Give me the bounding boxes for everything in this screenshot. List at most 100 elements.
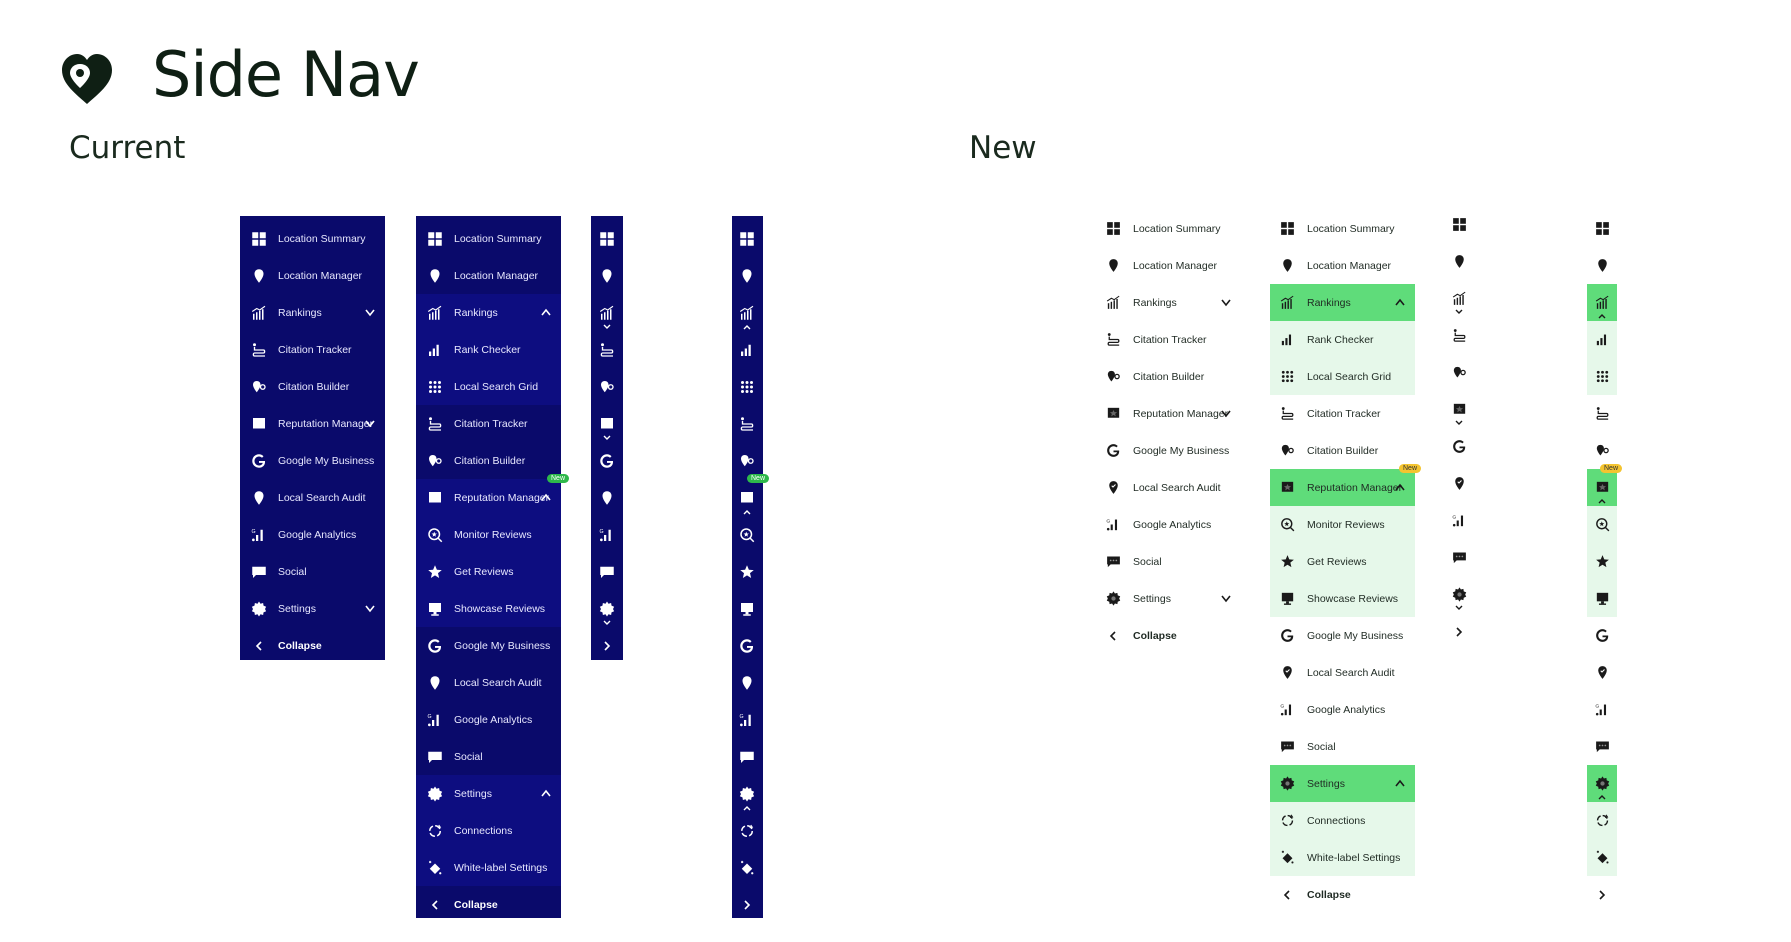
rail-item-google-my-business[interactable] [732, 627, 763, 664]
rail-item-citation-builder[interactable] [1587, 432, 1617, 469]
nav-item-white-label-settings[interactable]: White-label Settings [416, 849, 561, 886]
nav-item-local-search-audit[interactable]: Local Search Audit [1270, 654, 1415, 691]
rail-item-rankings[interactable] [1444, 280, 1474, 317]
chevron-up-icon[interactable] [539, 490, 553, 504]
rail-item-local-search-audit[interactable] [1444, 465, 1474, 502]
chevron-down-icon[interactable] [602, 619, 612, 627]
nav-item-monitor-reviews[interactable]: Monitor Reviews [416, 516, 561, 553]
nav-item-citation-builder[interactable]: Citation Builder [1270, 432, 1415, 469]
collapse-button[interactable]: Collapse [1096, 617, 1241, 654]
rail-item-white-label-settings[interactable] [1587, 839, 1617, 876]
rail-item-connections[interactable] [732, 812, 763, 849]
nav-item-reputation-manager[interactable]: Reputation Manager [240, 405, 385, 442]
rail-item-citation-builder[interactable] [1444, 354, 1474, 391]
nav-item-settings[interactable]: Settings [1270, 765, 1415, 802]
nav-item-google-analytics[interactable]: G Google Analytics [1096, 506, 1241, 543]
nav-item-local-search-audit[interactable]: Local Search Audit [240, 479, 385, 516]
chevron-down-icon[interactable] [363, 601, 377, 615]
nav-item-rankings[interactable]: Rankings [416, 294, 561, 331]
rail-item-settings[interactable] [591, 590, 623, 627]
nav-item-google-my-business[interactable]: Google My Business [240, 442, 385, 479]
chevron-down-icon[interactable] [1454, 604, 1464, 612]
chevron-up-icon[interactable] [1597, 497, 1607, 505]
nav-item-social[interactable]: Social [240, 553, 385, 590]
nav-item-google-analytics[interactable]: G Google Analytics [1270, 691, 1415, 728]
collapse-button[interactable]: Collapse [1270, 876, 1415, 913]
rail-item-citation-tracker[interactable] [1444, 317, 1474, 354]
chevron-down-icon[interactable] [1219, 406, 1233, 420]
rail-item-local-search-grid[interactable] [1587, 358, 1617, 395]
nav-item-location-summary[interactable]: Location Summary [1270, 210, 1415, 247]
nav-item-citation-tracker[interactable]: Citation Tracker [240, 331, 385, 368]
collapse-button[interactable] [591, 627, 623, 664]
rail-item-google-analytics[interactable]: G [732, 701, 763, 738]
rail-item-local-search-audit[interactable] [1587, 654, 1617, 691]
nav-item-google-analytics[interactable]: G Google Analytics [240, 516, 385, 553]
rail-item-social[interactable] [591, 553, 623, 590]
chevron-up-icon[interactable] [742, 508, 752, 516]
chevron-down-icon[interactable] [363, 416, 377, 430]
nav-item-citation-tracker[interactable]: Citation Tracker [416, 405, 561, 442]
nav-item-local-search-grid[interactable]: Local Search Grid [416, 368, 561, 405]
collapse-button[interactable] [1444, 613, 1474, 650]
nav-item-local-search-grid[interactable]: Local Search Grid [1270, 358, 1415, 395]
nav-item-google-my-business[interactable]: Google My Business [416, 627, 561, 664]
rail-item-location-manager[interactable] [732, 257, 763, 294]
nav-item-location-summary[interactable]: Location Summary [416, 220, 561, 257]
nav-item-citation-builder[interactable]: Citation Builder [1096, 358, 1241, 395]
nav-item-social[interactable]: Social [1096, 543, 1241, 580]
rail-item-showcase-reviews[interactable] [1587, 580, 1617, 617]
chevron-up-icon[interactable] [1393, 295, 1407, 309]
nav-item-rankings[interactable]: Rankings [1096, 284, 1241, 321]
rail-item-social[interactable] [1587, 728, 1617, 765]
nav-item-social[interactable]: Social [416, 738, 561, 775]
chevron-down-icon[interactable] [602, 323, 612, 331]
rail-item-google-my-business[interactable] [1444, 428, 1474, 465]
chevron-up-icon[interactable] [742, 804, 752, 812]
rail-item-settings[interactable] [732, 775, 763, 812]
nav-item-rank-checker[interactable]: Rank Checker [1270, 321, 1415, 358]
rail-item-local-search-audit[interactable] [732, 664, 763, 701]
collapse-button[interactable] [1587, 876, 1617, 913]
nav-item-location-manager[interactable]: Location Manager [1270, 247, 1415, 284]
nav-item-reputation-manager[interactable]: Reputation Manager [1270, 469, 1415, 506]
rail-item-location-manager[interactable] [1444, 243, 1474, 280]
nav-item-rank-checker[interactable]: Rank Checker [416, 331, 561, 368]
nav-item-showcase-reviews[interactable]: Showcase Reviews [1270, 580, 1415, 617]
rail-item-location-summary[interactable] [732, 220, 763, 257]
rail-item-location-manager[interactable] [1587, 247, 1617, 284]
nav-item-settings[interactable]: Settings [240, 590, 385, 627]
rail-item-google-analytics[interactable]: G [1444, 502, 1474, 539]
rail-item-citation-builder[interactable] [591, 368, 623, 405]
rail-item-google-my-business[interactable] [591, 442, 623, 479]
rail-item-get-reviews[interactable] [732, 553, 763, 590]
nav-item-citation-builder[interactable]: Citation Builder [416, 442, 561, 479]
collapse-button[interactable]: Collapse [416, 886, 561, 923]
chevron-down-icon[interactable] [1219, 591, 1233, 605]
chevron-down-icon[interactable] [1454, 419, 1464, 427]
nav-item-location-manager[interactable]: Location Manager [1096, 247, 1241, 284]
rail-item-google-my-business[interactable] [1587, 617, 1617, 654]
rail-item-reputation-manager[interactable] [1444, 391, 1474, 428]
chevron-down-icon[interactable] [602, 434, 612, 442]
rail-item-location-summary[interactable] [1444, 206, 1474, 243]
chevron-down-icon[interactable] [1219, 295, 1233, 309]
nav-item-rankings[interactable]: Rankings [1270, 284, 1415, 321]
nav-item-google-my-business[interactable]: Google My Business [1096, 432, 1241, 469]
rail-item-monitor-reviews[interactable] [732, 516, 763, 553]
nav-item-location-manager[interactable]: Location Manager [240, 257, 385, 294]
nav-item-settings[interactable]: Settings [1096, 580, 1241, 617]
chevron-up-icon[interactable] [1597, 312, 1607, 320]
rail-item-showcase-reviews[interactable] [732, 590, 763, 627]
nav-item-local-search-audit[interactable]: Local Search Audit [416, 664, 561, 701]
chevron-down-icon[interactable] [1454, 308, 1464, 316]
rail-item-local-search-audit[interactable] [591, 479, 623, 516]
nav-item-location-summary[interactable]: Location Summary [240, 220, 385, 257]
collapse-button[interactable]: Collapse [240, 627, 385, 664]
rail-item-rankings[interactable] [732, 294, 763, 331]
rail-item-google-analytics[interactable]: G [591, 516, 623, 553]
nav-item-google-analytics[interactable]: G Google Analytics [416, 701, 561, 738]
nav-item-connections[interactable]: Connections [1270, 802, 1415, 839]
nav-item-google-my-business[interactable]: Google My Business [1270, 617, 1415, 654]
rail-item-reputation-manager[interactable] [591, 405, 623, 442]
